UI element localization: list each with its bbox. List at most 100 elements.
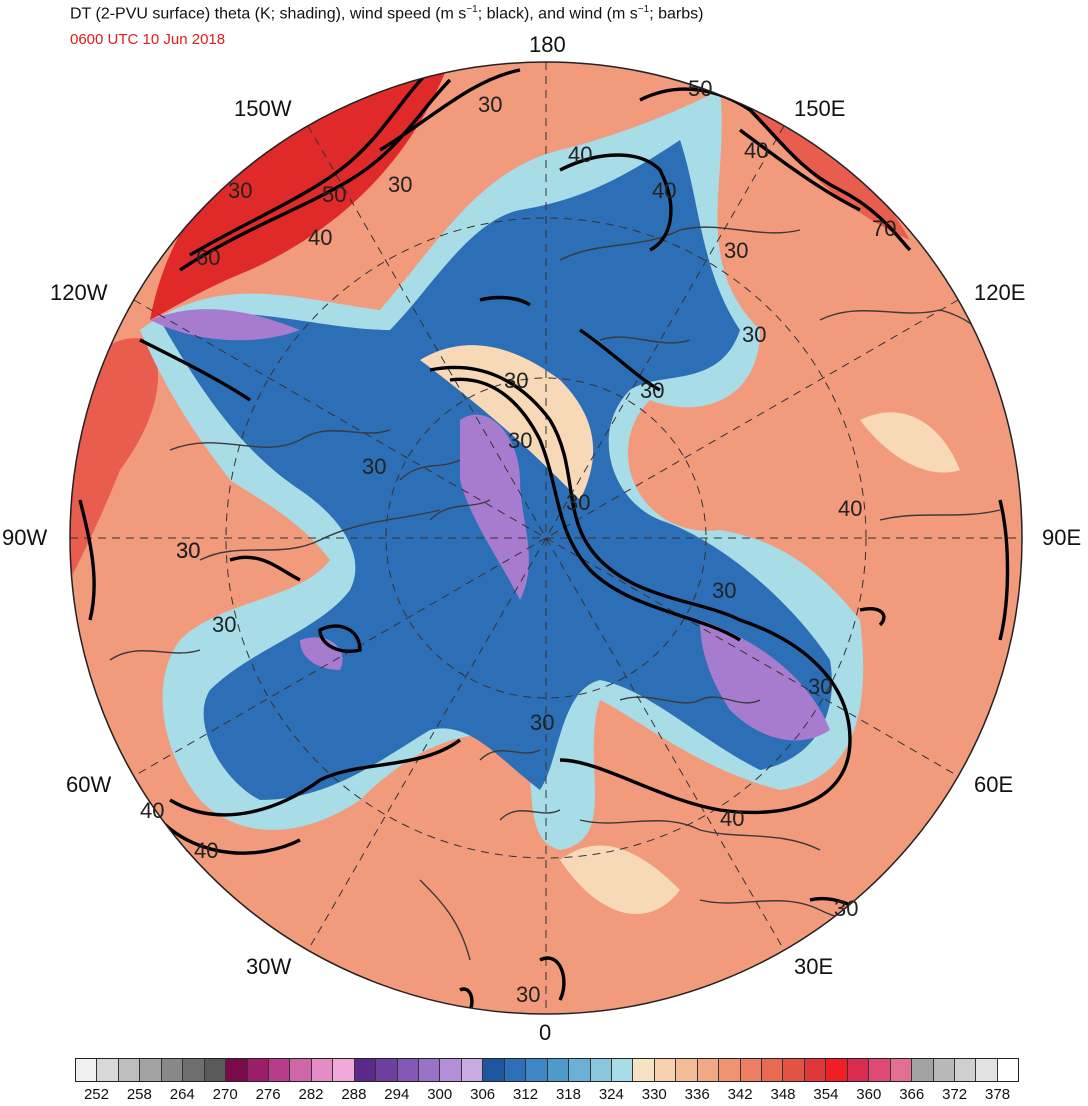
colorbar-tick-label: 348 bbox=[770, 1086, 796, 1103]
colorbar-swatch bbox=[504, 1059, 527, 1081]
contour-value-label: 30 bbox=[388, 172, 412, 197]
colorbar-swatch bbox=[268, 1059, 291, 1081]
colorbar-swatch bbox=[590, 1059, 612, 1081]
lon-label-120e: 120E bbox=[974, 280, 1026, 305]
colorbar-tick-label: 354 bbox=[813, 1086, 839, 1103]
contour-value-label: 40 bbox=[744, 138, 768, 163]
colorbar-swatch bbox=[118, 1059, 141, 1081]
colorbar-swatch bbox=[419, 1059, 441, 1081]
colorbar-tick-label: 288 bbox=[341, 1086, 367, 1103]
contour-value-label: 30 bbox=[640, 378, 664, 403]
lon-label-120w: 120W bbox=[50, 280, 108, 305]
colorbar-swatch bbox=[826, 1059, 848, 1081]
colorbar-tick-label: 306 bbox=[470, 1086, 496, 1103]
colorbar-swatch bbox=[97, 1059, 119, 1081]
contour-value-label: 30 bbox=[808, 674, 832, 699]
colorbar-swatch bbox=[912, 1059, 934, 1081]
colorbar-swatch bbox=[76, 1059, 98, 1081]
colorbar-swatch bbox=[847, 1059, 870, 1081]
colorbar-swatch bbox=[719, 1059, 741, 1081]
contour-value-label: 40 bbox=[838, 496, 862, 521]
colorbar-swatch bbox=[183, 1059, 205, 1081]
contour-value-label: 30 bbox=[508, 428, 532, 453]
colorbar-tick-label: 264 bbox=[169, 1086, 195, 1103]
lon-label-150e: 150E bbox=[794, 96, 846, 121]
colorbar-tick-label: 366 bbox=[899, 1086, 925, 1103]
chart-title: DT (2-PVU surface) theta (K; shading), w… bbox=[70, 4, 704, 23]
contour-value-label: 40 bbox=[140, 798, 164, 823]
theta-colorbar bbox=[75, 1058, 1019, 1082]
colorbar-tick-label: 258 bbox=[126, 1086, 152, 1103]
lon-label-60e: 60E bbox=[974, 772, 1014, 797]
colorbar-swatch bbox=[569, 1059, 591, 1081]
contour-value-label: 40 bbox=[652, 178, 676, 203]
colorbar-swatch bbox=[676, 1059, 698, 1081]
colorbar-tick-label: 282 bbox=[298, 1086, 324, 1103]
contour-value-label: 30 bbox=[724, 238, 748, 263]
colorbar-tick-label: 270 bbox=[212, 1086, 238, 1103]
colorbar-swatch bbox=[161, 1059, 184, 1081]
contour-value-label: 50 bbox=[688, 76, 712, 101]
lon-label-150w: 150W bbox=[234, 96, 292, 121]
colorbar-swatch bbox=[654, 1059, 677, 1081]
contour-value-label: 70 bbox=[872, 216, 896, 241]
colorbar-swatch bbox=[333, 1059, 355, 1081]
colorbar-tick-label: 378 bbox=[985, 1086, 1011, 1103]
colorbar-swatch bbox=[204, 1059, 227, 1081]
colorbar-tick-label: 336 bbox=[684, 1086, 710, 1103]
colorbar-swatch bbox=[376, 1059, 398, 1081]
colorbar-tick-labels: 252 258 264 270 276 282 288 294 300 306 312 318 324 3… bbox=[75, 1086, 1019, 1106]
colorbar-swatch bbox=[440, 1059, 462, 1081]
colorbar-swatch bbox=[954, 1059, 977, 1081]
lon-label-90e: 90E bbox=[1042, 525, 1082, 550]
graticule bbox=[70, 62, 1022, 1014]
colorbar-tick-label: 312 bbox=[513, 1086, 539, 1103]
lon-label-0: 0 bbox=[539, 1020, 552, 1045]
colorbar-swatch bbox=[933, 1059, 955, 1081]
lon-label-60w: 60W bbox=[66, 772, 112, 797]
colorbar-swatch bbox=[633, 1059, 655, 1081]
contour-value-label: 30 bbox=[228, 178, 252, 203]
colorbar-tick-label: 276 bbox=[255, 1086, 281, 1103]
colorbar-swatch bbox=[526, 1059, 548, 1081]
colorbar-swatch bbox=[226, 1059, 248, 1081]
contour-value-label: 30 bbox=[566, 490, 590, 515]
colorbar-tick-label: 318 bbox=[555, 1086, 581, 1103]
colorbar-swatch bbox=[783, 1059, 805, 1081]
colorbar-swatch bbox=[976, 1059, 998, 1081]
contour-value-label: 30 bbox=[712, 578, 736, 603]
contour-value-label: 30 bbox=[362, 454, 386, 479]
valid-time: 0600 UTC 10 Jun 2018 bbox=[70, 31, 226, 48]
contour-value-label: 30 bbox=[504, 368, 528, 393]
contour-value-label: 60 bbox=[196, 245, 220, 270]
colorbar-swatch bbox=[397, 1059, 419, 1081]
colorbar-swatch bbox=[311, 1059, 334, 1081]
contour-value-label: 40 bbox=[568, 142, 592, 167]
colorbar-swatch bbox=[247, 1059, 269, 1081]
contour-value-label: 30 bbox=[516, 982, 540, 1007]
contour-value-labels: 30 40 30 50 60 40 30 40 50 40 70 30 30 30 30 30 30 40 30 30… bbox=[140, 76, 896, 1007]
colorbar-swatch bbox=[140, 1059, 162, 1081]
colorbar-tick-label: 330 bbox=[641, 1086, 667, 1103]
lon-label-30w: 30W bbox=[246, 954, 292, 979]
colorbar-swatch bbox=[762, 1059, 784, 1081]
contour-value-label: 30 bbox=[478, 92, 502, 117]
lon-label-90w: 90W bbox=[2, 525, 48, 550]
contour-value-label: 30 bbox=[530, 710, 554, 735]
contour-value-label: 40 bbox=[308, 225, 332, 250]
contour-value-label: 30 bbox=[176, 538, 200, 563]
colorbar-tick-label: 372 bbox=[942, 1086, 968, 1103]
colorbar-swatch bbox=[483, 1059, 505, 1081]
lon-label-180: 180 bbox=[529, 32, 566, 57]
colorbar-tick-label: 294 bbox=[384, 1086, 410, 1103]
colorbar-swatch bbox=[697, 1059, 720, 1081]
colorbar-tick-label: 300 bbox=[427, 1086, 453, 1103]
colorbar-swatch bbox=[461, 1059, 484, 1081]
contour-value-label: 30 bbox=[212, 612, 236, 637]
colorbar-tick-label: 360 bbox=[856, 1086, 882, 1103]
colorbar-swatch bbox=[611, 1059, 634, 1081]
colorbar-swatch bbox=[890, 1059, 913, 1081]
colorbar-swatch bbox=[290, 1059, 312, 1081]
colorbar-swatch bbox=[997, 1059, 1019, 1081]
